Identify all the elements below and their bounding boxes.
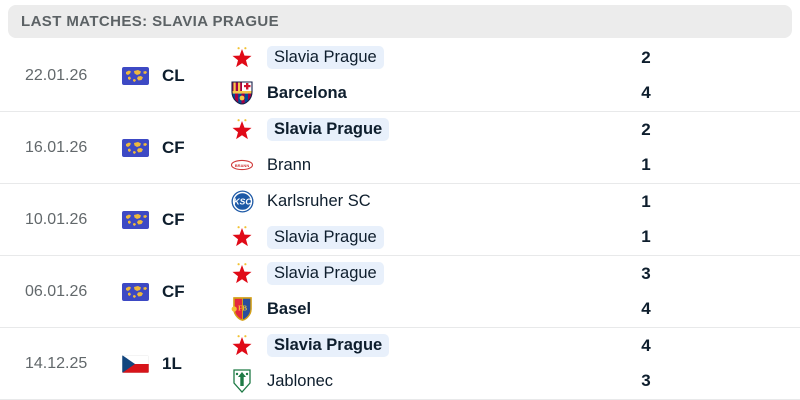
competition-code: CF [162,281,185,301]
team-name: Slavia Prague [267,225,384,249]
widget-title: LAST MATCHES: SLAVIA PRAGUE [21,13,280,30]
slavia-star-logo [230,262,254,286]
team-score: 3 [641,371,651,391]
team-line: Slavia Prague 2 [230,40,800,76]
match-row[interactable]: 22.01.26 CL Slavia Prague 2 [0,40,800,112]
team-line: Slavia Prague 3 [230,256,800,292]
teams: Slavia Prague 4 Jablonec 3 [230,328,800,399]
team-line: Jablonec 3 [230,364,800,400]
team-line: Slavia Prague 1 [230,220,800,256]
match-row[interactable]: 14.12.25 1L Slavia Prague 4 Jablonec 3 [0,328,800,400]
match-row[interactable]: 06.01.26 CF Slavia Prague 3 FB Basel 4 [0,256,800,328]
team-name: Slavia Prague [267,118,390,142]
team-name: Jablonec [267,371,334,390]
competition: CF [122,138,185,158]
slavia-star-logo [230,334,254,358]
match-row[interactable]: 10.01.26 CF KSC Karlsruher SC 1 Slavia P… [0,184,800,256]
brann-oval-logo: BRANN [230,153,254,177]
team-score: 1 [641,227,651,247]
slavia-star-logo [230,225,254,249]
match-date: 16.01.26 [25,138,88,156]
basel-crest-logo: FB [230,297,254,321]
match-date: 14.12.25 [25,354,88,372]
match-date: 22.01.26 [25,66,88,84]
teams: Slavia Prague 2 Barcelona 4 [230,40,800,111]
team-line: BRANN Brann 1 [230,148,800,184]
competition-code: 1L [162,353,182,373]
team-name: Slavia Prague [267,262,384,286]
team-score: 4 [641,335,651,355]
team-line: Slavia Prague 4 [230,328,800,364]
slavia-star-logo [230,46,254,70]
widget-header: LAST MATCHES: SLAVIA PRAGUE [8,5,792,38]
team-score: 2 [641,119,651,139]
team-name: Barcelona [267,83,347,102]
match-date: 10.01.26 [25,210,88,228]
team-name: Slavia Prague [267,46,384,70]
team-score: 4 [641,299,651,319]
team-name: Basel [267,299,312,318]
team-name: Slavia Prague [267,334,390,358]
competition-code: CF [162,209,185,229]
match-row[interactable]: 16.01.26 CF Slavia Prague 2 BRANN Brann … [0,112,800,184]
competition: CL [122,66,185,86]
team-score: 3 [641,263,651,283]
competition: CF [122,282,185,302]
world-flag-icon [122,138,149,157]
svg-text:FB: FB [238,305,247,313]
czech-flag-icon [122,354,149,373]
competition: CF [122,210,185,230]
team-score: 2 [641,47,651,67]
competition: 1L [122,354,182,374]
team-line: FB Basel 4 [230,292,800,328]
teams: Slavia Prague 2 BRANN Brann 1 [230,112,800,183]
karlsruher-circle-logo: KSC [230,190,254,214]
world-flag-icon [122,282,149,301]
barcelona-crest-logo [230,81,254,105]
svg-text:BRANN: BRANN [235,163,250,168]
teams: Slavia Prague 3 FB Basel 4 [230,256,800,327]
competition-code: CF [162,137,185,157]
world-flag-icon [122,210,149,229]
team-name: Brann [267,155,312,174]
team-line: KSC Karlsruher SC 1 [230,184,800,220]
team-line: Slavia Prague 2 [230,112,800,148]
team-name: Karlsruher SC [267,192,371,211]
world-flag-icon [122,66,149,85]
teams: KSC Karlsruher SC 1 Slavia Prague 1 [230,184,800,255]
svg-text:KSC: KSC [233,197,252,207]
team-score: 4 [641,83,651,103]
slavia-star-logo [230,118,254,142]
jablonec-crest-logo [230,369,254,394]
match-list: 22.01.26 CL Slavia Prague 2 [0,40,800,400]
team-score: 1 [641,155,651,175]
team-line: Barcelona 4 [230,76,800,112]
competition-code: CL [162,65,185,85]
match-date: 06.01.26 [25,282,88,300]
team-score: 1 [641,191,651,211]
